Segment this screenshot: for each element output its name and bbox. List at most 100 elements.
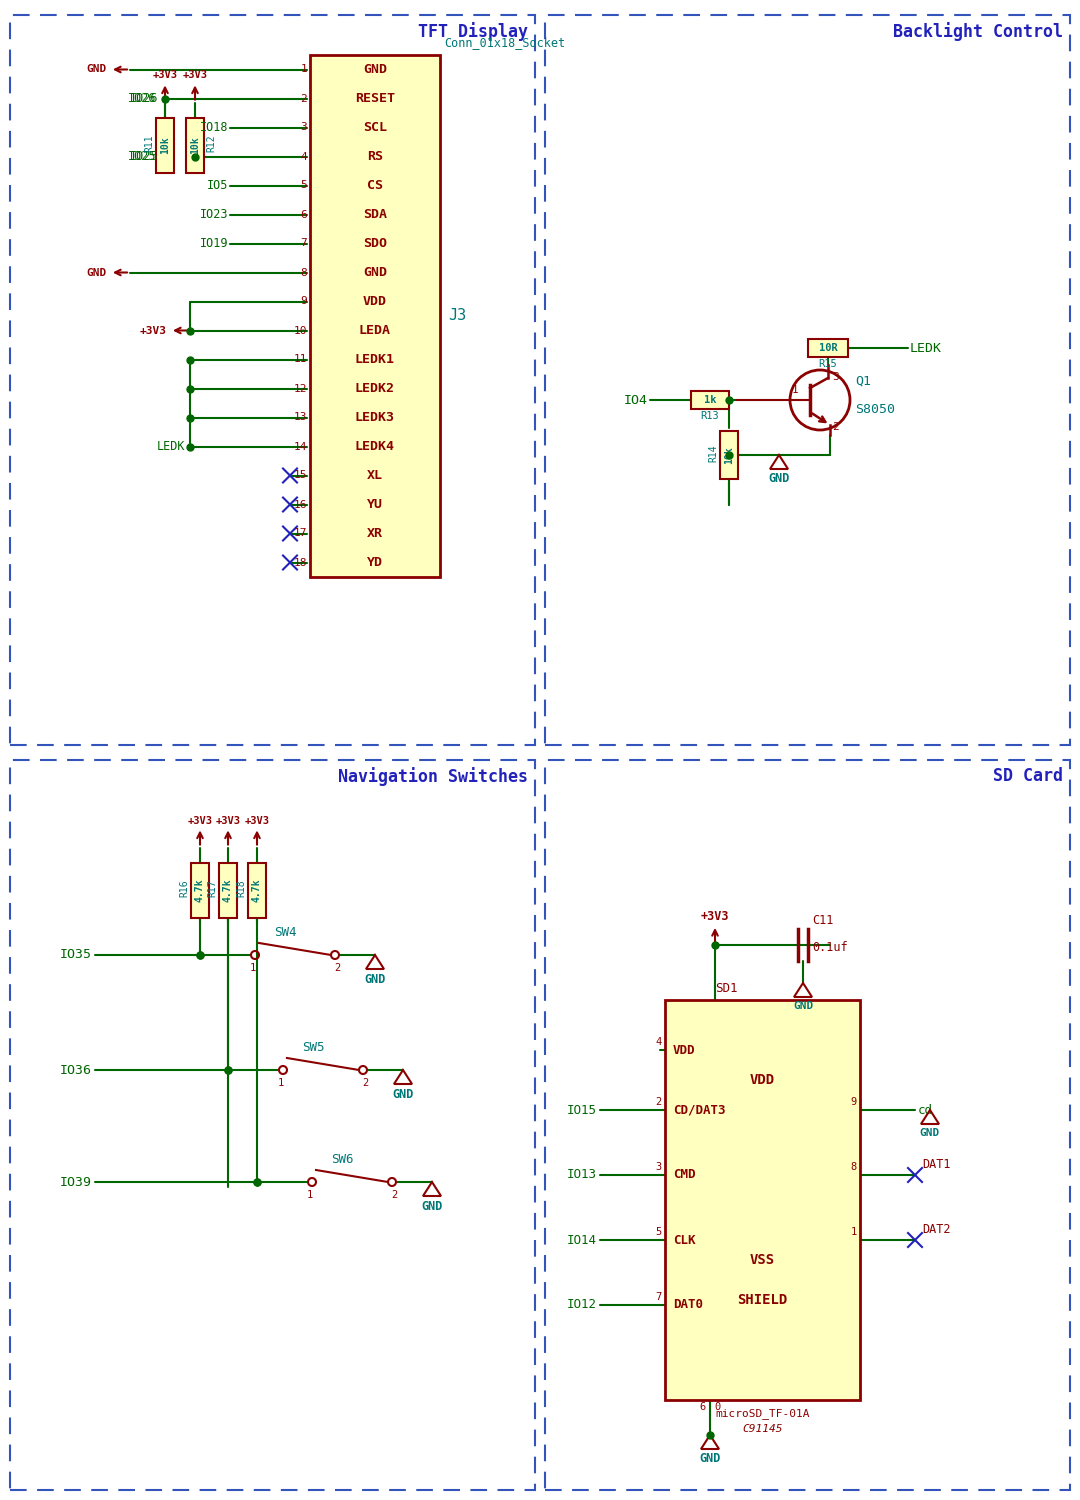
Text: IO4: IO4 bbox=[624, 393, 648, 406]
Text: 2: 2 bbox=[300, 93, 307, 104]
Text: R16: R16 bbox=[179, 879, 189, 897]
Text: 18: 18 bbox=[294, 558, 307, 567]
Text: 2: 2 bbox=[391, 1190, 397, 1200]
FancyBboxPatch shape bbox=[691, 392, 729, 410]
Text: Navigation Switches: Navigation Switches bbox=[338, 766, 528, 786]
Text: 10k: 10k bbox=[160, 136, 170, 154]
Text: R13: R13 bbox=[701, 411, 719, 422]
Text: SW6: SW6 bbox=[330, 1154, 353, 1166]
Text: IO19: IO19 bbox=[200, 237, 228, 250]
Text: 3: 3 bbox=[832, 372, 839, 382]
Text: 1: 1 bbox=[792, 386, 799, 394]
Text: XL: XL bbox=[367, 470, 383, 482]
Text: 10k: 10k bbox=[190, 136, 200, 154]
Text: CLK: CLK bbox=[673, 1233, 696, 1246]
Text: J3: J3 bbox=[448, 309, 467, 324]
FancyBboxPatch shape bbox=[310, 56, 440, 578]
Text: R18: R18 bbox=[237, 879, 246, 897]
Text: 3: 3 bbox=[300, 123, 307, 132]
Text: GND: GND bbox=[86, 64, 107, 75]
Text: IO26: IO26 bbox=[129, 92, 157, 105]
Text: YU: YU bbox=[367, 498, 383, 512]
FancyBboxPatch shape bbox=[156, 117, 174, 172]
Text: microSD_TF-01A: microSD_TF-01A bbox=[715, 1408, 810, 1419]
Text: TFT Display: TFT Display bbox=[418, 22, 528, 40]
Text: SW4: SW4 bbox=[273, 926, 296, 939]
Text: 2: 2 bbox=[832, 422, 839, 432]
Text: VSS: VSS bbox=[750, 1252, 775, 1268]
Text: CD/DAT3: CD/DAT3 bbox=[673, 1104, 726, 1116]
Text: LEDK: LEDK bbox=[157, 440, 185, 453]
Text: 4.7k: 4.7k bbox=[252, 879, 262, 902]
Text: IO25: IO25 bbox=[130, 150, 159, 164]
Text: IO35: IO35 bbox=[60, 948, 92, 962]
Text: IO14: IO14 bbox=[567, 1233, 597, 1246]
Text: 9: 9 bbox=[851, 1096, 858, 1107]
FancyBboxPatch shape bbox=[186, 117, 204, 172]
Text: IO12: IO12 bbox=[567, 1299, 597, 1311]
Text: 2: 2 bbox=[362, 1078, 368, 1088]
Text: Conn_01x18_Socket: Conn_01x18_Socket bbox=[444, 36, 565, 50]
Text: cd: cd bbox=[918, 1104, 933, 1116]
Text: GND: GND bbox=[421, 1200, 443, 1214]
Text: DAT1: DAT1 bbox=[922, 1158, 950, 1172]
Text: +3V3: +3V3 bbox=[183, 70, 207, 81]
Text: LEDK1: LEDK1 bbox=[355, 352, 395, 366]
Text: +3V3: +3V3 bbox=[216, 816, 241, 825]
FancyBboxPatch shape bbox=[219, 862, 237, 918]
Text: GND: GND bbox=[768, 472, 789, 484]
Text: IO25: IO25 bbox=[129, 150, 157, 164]
Text: R14: R14 bbox=[708, 444, 718, 462]
Text: 13: 13 bbox=[294, 413, 307, 423]
Text: IO18: IO18 bbox=[200, 122, 228, 134]
Text: 15: 15 bbox=[294, 471, 307, 480]
Text: 1k: 1k bbox=[704, 394, 716, 405]
Text: 4: 4 bbox=[656, 1036, 662, 1047]
Text: LEDA: LEDA bbox=[359, 324, 391, 338]
Text: IO36: IO36 bbox=[60, 1064, 92, 1077]
Text: +3V3: +3V3 bbox=[188, 816, 213, 825]
Text: 6: 6 bbox=[300, 210, 307, 219]
FancyBboxPatch shape bbox=[808, 339, 848, 357]
Text: C91145: C91145 bbox=[742, 1424, 783, 1434]
Text: 1: 1 bbox=[249, 963, 256, 974]
Text: RESET: RESET bbox=[355, 92, 395, 105]
Text: GND: GND bbox=[700, 1452, 720, 1466]
Text: 5: 5 bbox=[300, 180, 307, 190]
Text: 7: 7 bbox=[300, 238, 307, 249]
Text: DAT2: DAT2 bbox=[922, 1222, 950, 1236]
Text: XR: XR bbox=[367, 526, 383, 540]
Text: +3V3: +3V3 bbox=[701, 910, 729, 922]
Text: R17: R17 bbox=[207, 879, 217, 897]
Text: 3: 3 bbox=[656, 1162, 662, 1172]
Text: 0.1uf: 0.1uf bbox=[812, 940, 848, 954]
Text: S8050: S8050 bbox=[855, 404, 895, 416]
Text: 7: 7 bbox=[656, 1292, 662, 1302]
Text: 11: 11 bbox=[294, 354, 307, 364]
Text: 4.7k: 4.7k bbox=[222, 879, 233, 902]
Text: 17: 17 bbox=[294, 528, 307, 538]
Text: 10k: 10k bbox=[724, 446, 734, 464]
Text: 1: 1 bbox=[278, 1078, 284, 1088]
Text: 0: 0 bbox=[714, 1402, 720, 1411]
Text: SD Card: SD Card bbox=[993, 766, 1063, 784]
Text: IO5: IO5 bbox=[206, 178, 228, 192]
Text: 4.7k: 4.7k bbox=[195, 879, 205, 902]
Text: 8: 8 bbox=[300, 267, 307, 278]
Text: 10: 10 bbox=[294, 326, 307, 336]
Text: LEDK4: LEDK4 bbox=[355, 440, 395, 453]
Text: GND: GND bbox=[363, 63, 387, 76]
Text: 2: 2 bbox=[656, 1096, 662, 1107]
FancyBboxPatch shape bbox=[720, 430, 738, 478]
Text: LEDK2: LEDK2 bbox=[355, 382, 395, 394]
Text: 1: 1 bbox=[851, 1227, 858, 1238]
Text: GND: GND bbox=[363, 266, 387, 279]
Text: RS: RS bbox=[367, 150, 383, 164]
Text: IO15: IO15 bbox=[567, 1104, 597, 1116]
Text: 5: 5 bbox=[656, 1227, 662, 1238]
Text: LEDK3: LEDK3 bbox=[355, 411, 395, 424]
Text: C11: C11 bbox=[812, 914, 834, 927]
Text: 1: 1 bbox=[300, 64, 307, 75]
Text: LEDK: LEDK bbox=[910, 342, 942, 354]
Text: DAT0: DAT0 bbox=[673, 1299, 703, 1311]
